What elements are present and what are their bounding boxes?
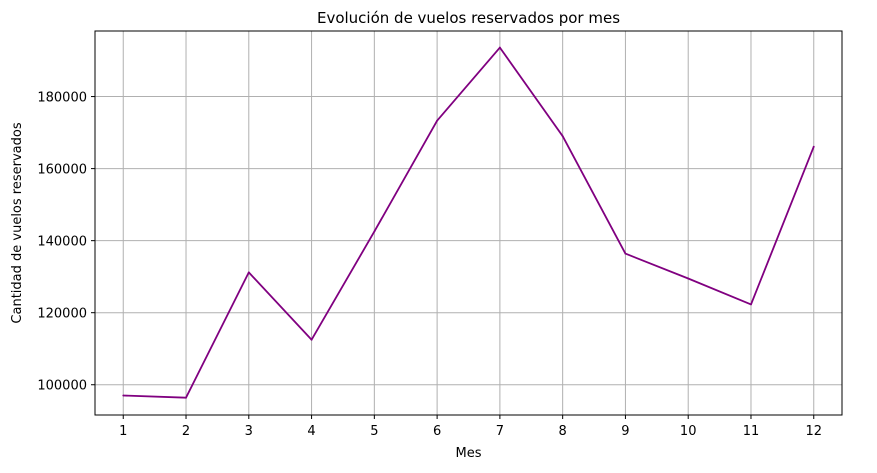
x-tick-label: 4 <box>307 424 315 439</box>
ticks: 1 2 3 4 5 6 7 8 9 10 11 121000001200001400001600001… <box>37 91 822 439</box>
data-point <box>687 277 690 280</box>
x-tick-label: 9 <box>621 424 629 439</box>
y-tick-label: 120000 <box>37 307 87 322</box>
x-tick-label: 2 <box>182 424 190 439</box>
data-point <box>750 303 752 306</box>
series-layer <box>122 46 815 399</box>
y-tick-label: 140000 <box>37 235 87 250</box>
x-tick-label: 7 <box>496 424 504 439</box>
x-tick-label: 10 <box>680 424 697 439</box>
data-point <box>310 338 313 341</box>
y-axis-label: Cantidad de vuelos reservados <box>10 122 25 323</box>
series-line <box>123 46 815 399</box>
data-point <box>436 119 439 122</box>
x-tick-label: 8 <box>559 424 567 439</box>
plot-frame <box>94 30 843 416</box>
data-point <box>185 396 187 399</box>
x-tick-label: 12 <box>805 424 822 439</box>
x-tick-label: 5 <box>370 424 378 439</box>
data-point <box>561 135 564 138</box>
y-tick-label: 160000 <box>37 163 87 178</box>
x-tick-label: 11 <box>743 424 760 439</box>
data-point <box>373 230 376 233</box>
data-point <box>122 394 125 397</box>
x-axis-label: Mes <box>456 446 482 461</box>
y-tick-label: 100000 <box>37 379 87 394</box>
y-tick-label: 180000 <box>37 91 87 106</box>
grid <box>95 31 842 415</box>
data-point <box>624 252 627 255</box>
data-point <box>498 46 501 49</box>
data-point <box>247 271 250 274</box>
chart-title: Evolución de vuelos reservados por mes <box>317 9 620 27</box>
x-tick-label: 3 <box>245 424 253 439</box>
data-point <box>812 145 815 148</box>
x-tick-label: 6 <box>433 424 441 439</box>
x-tick-label: 1 <box>119 424 127 439</box>
